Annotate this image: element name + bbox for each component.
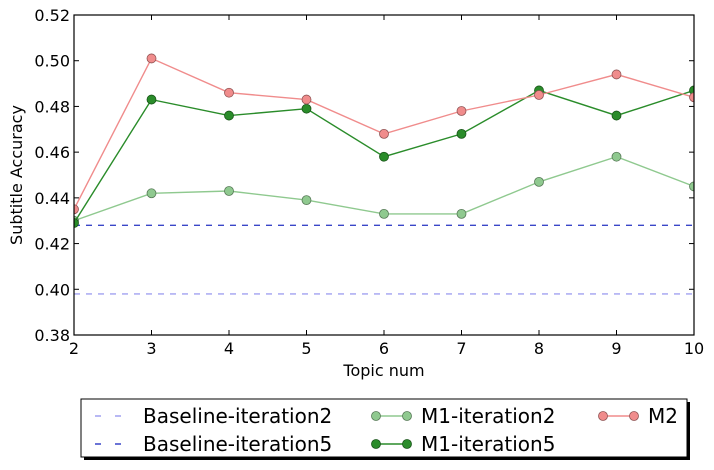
x-tick-label: 6	[379, 339, 389, 358]
plot-frame	[73, 14, 695, 336]
legend-label-Baseline-iteration5: Baseline-iteration5	[143, 432, 332, 456]
y-tick-label: 0.44	[34, 189, 70, 208]
legend-marker-M1-iteration5	[402, 439, 412, 449]
y-tick-label: 0.40	[34, 280, 70, 299]
data-point-M1-iteration2	[611, 151, 622, 162]
y-tick-label: 0.50	[34, 52, 70, 71]
data-point-M1-iteration2	[689, 181, 694, 192]
y-tick-label: 0.38	[34, 326, 70, 345]
data-point-M2	[456, 106, 467, 116]
data-point-M2	[689, 92, 694, 103]
data-point-M1-iteration2	[534, 176, 544, 187]
y-tick-label: 0.52	[34, 6, 70, 25]
legend-box	[80, 398, 688, 458]
legend-marker-M2	[629, 411, 639, 421]
y-tick-label: 0.42	[34, 235, 70, 254]
x-tick-label: 2	[69, 339, 79, 358]
data-point-M1-iteration5	[611, 110, 622, 121]
y-tick-label: 0.46	[34, 143, 70, 162]
legend-label-M1-iteration2: M1-iteration2	[421, 404, 555, 428]
data-point-M1-iteration5	[224, 110, 234, 121]
y-tick-label: 0.48	[34, 97, 70, 116]
y-axis-label: Subtitle Accuracy	[7, 105, 26, 245]
x-tick-label: 8	[534, 339, 544, 358]
legend-marker-M2	[598, 411, 608, 421]
data-point-M2	[611, 69, 622, 80]
data-point-M1-iteration5	[379, 151, 389, 162]
legend-marker-M1-iteration2	[371, 411, 381, 421]
x-tick-label: 9	[611, 339, 621, 358]
x-axis-label: Topic num	[342, 361, 424, 380]
x-tick-label: 7	[456, 339, 466, 358]
x-tick-label: 4	[224, 339, 234, 358]
data-point-M1-iteration5	[301, 103, 312, 114]
tick-layer: 2 3 4 5 6 7 8 9 10 0.38 0.40 0.42 0.44 0.46 0.48 0.50 0.…	[34, 6, 704, 358]
legend-label-Baseline-iteration2: Baseline-iteration2	[143, 404, 332, 428]
data-point-M1-iteration5	[456, 128, 467, 139]
legend: Baseline-iteration2 Baseline-iteration5 M1…	[80, 398, 690, 460]
data-point-M1-iteration2	[301, 195, 312, 206]
x-tick-label: 3	[146, 339, 156, 358]
data-point-M1-iteration5	[146, 94, 157, 105]
data-point-M2	[379, 128, 389, 139]
data-point-M2	[301, 94, 312, 105]
x-tick-label: 10	[684, 339, 704, 358]
series-layer	[74, 53, 694, 295]
legend-label-M1-iteration5: M1-iteration5	[421, 432, 555, 456]
x-tick-label: 5	[301, 339, 311, 358]
data-point-M1-iteration2	[456, 208, 467, 219]
data-point-M2	[534, 90, 544, 100]
data-point-M1-iteration2	[379, 208, 389, 219]
legend-marker-M1-iteration2	[402, 411, 412, 421]
legend-items: Baseline-iteration2 Baseline-iteration5 M1…	[95, 404, 678, 456]
data-point-M2	[224, 87, 234, 98]
legend-marker-M1-iteration5	[371, 439, 381, 449]
data-point-M1-iteration2	[224, 186, 234, 196]
data-point-M2	[74, 204, 79, 215]
legend-label-M2: M2	[648, 404, 678, 428]
data-point-M1-iteration5	[74, 218, 79, 228]
data-point-M1-iteration2	[146, 188, 157, 199]
data-point-M2	[146, 53, 157, 64]
